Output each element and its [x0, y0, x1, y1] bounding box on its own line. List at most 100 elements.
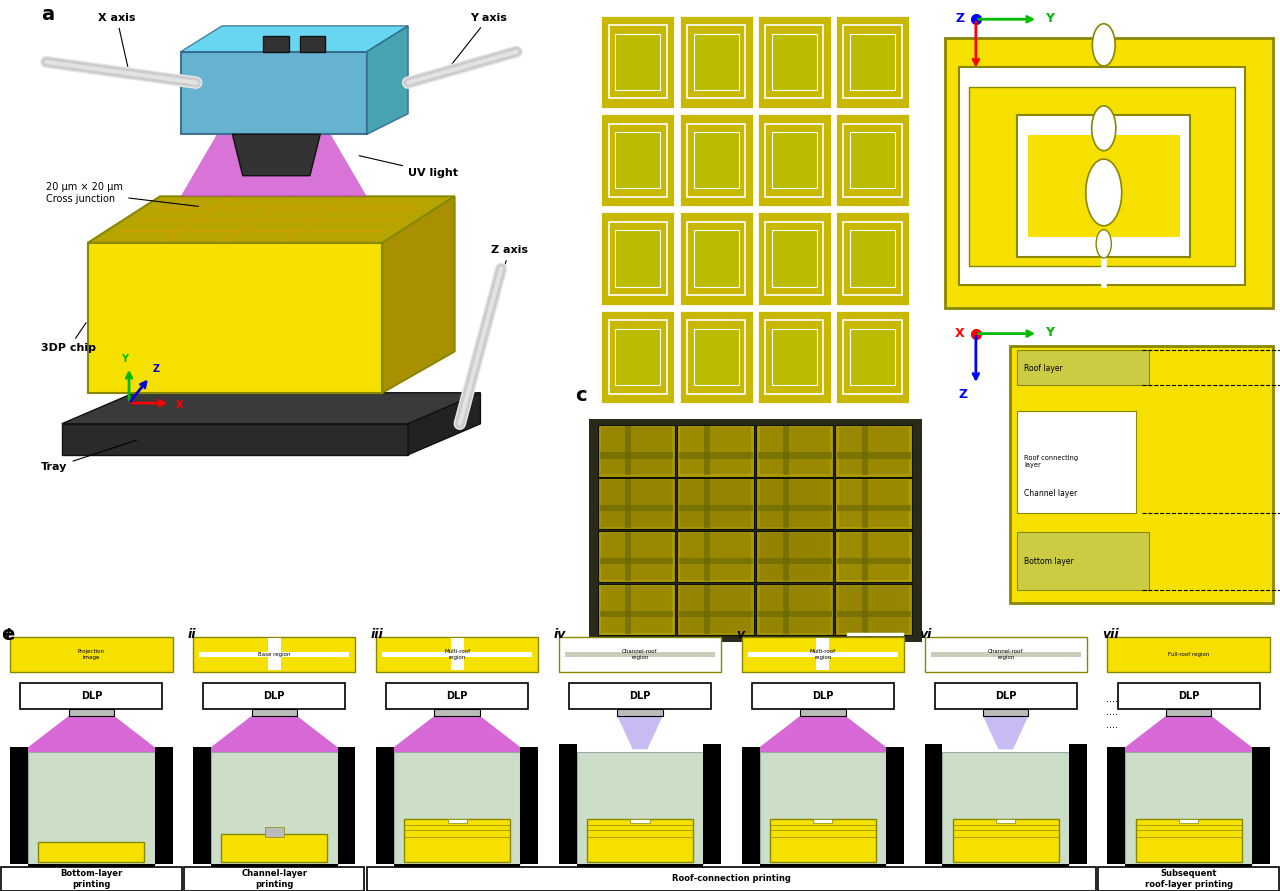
- Bar: [759, 752, 886, 864]
- Bar: [765, 124, 823, 197]
- Bar: [758, 505, 832, 511]
- Bar: [383, 652, 532, 657]
- Text: DLP: DLP: [995, 691, 1016, 701]
- Bar: [772, 132, 817, 188]
- Bar: [687, 222, 745, 295]
- Bar: [376, 637, 539, 672]
- Bar: [835, 310, 910, 405]
- Bar: [837, 453, 910, 459]
- Bar: [20, 683, 163, 709]
- Bar: [694, 34, 739, 90]
- Bar: [252, 709, 297, 716]
- Bar: [1107, 747, 1125, 864]
- Bar: [600, 505, 673, 511]
- Bar: [678, 14, 754, 109]
- Text: Y: Y: [122, 354, 128, 364]
- Bar: [850, 132, 895, 188]
- Bar: [616, 329, 660, 385]
- Bar: [600, 611, 673, 617]
- Text: Projection
image: Projection image: [78, 649, 105, 660]
- Text: Subsequent
roof-layer printing: Subsequent roof-layer printing: [1144, 870, 1233, 888]
- Bar: [577, 864, 703, 878]
- Bar: [687, 124, 745, 197]
- Bar: [1018, 533, 1148, 590]
- Bar: [616, 230, 660, 287]
- Bar: [756, 211, 832, 306]
- Text: e: e: [1, 625, 14, 644]
- Polygon shape: [1085, 159, 1121, 225]
- Bar: [758, 611, 832, 617]
- Bar: [616, 34, 660, 90]
- Bar: [835, 113, 910, 208]
- Bar: [769, 820, 876, 862]
- Bar: [988, 878, 1024, 891]
- Bar: [1010, 347, 1274, 603]
- Bar: [756, 14, 832, 109]
- Bar: [765, 222, 823, 295]
- Bar: [772, 230, 817, 287]
- Bar: [1, 867, 182, 891]
- Bar: [588, 820, 692, 862]
- Text: X: X: [955, 327, 965, 339]
- Text: X: X: [959, 73, 968, 86]
- Bar: [678, 558, 753, 564]
- Polygon shape: [408, 393, 480, 454]
- Text: DLP: DLP: [264, 691, 285, 701]
- Bar: [694, 230, 739, 287]
- Bar: [756, 531, 833, 583]
- Bar: [704, 426, 710, 476]
- Bar: [751, 683, 893, 709]
- Bar: [844, 321, 901, 394]
- Bar: [758, 558, 832, 564]
- Bar: [783, 479, 790, 528]
- Bar: [704, 584, 710, 634]
- Bar: [394, 752, 521, 864]
- Bar: [28, 752, 155, 864]
- Text: Roof connecting
layer: Roof connecting layer: [1024, 455, 1078, 469]
- Bar: [681, 480, 751, 527]
- Polygon shape: [388, 716, 526, 752]
- Text: UV light: UV light: [360, 156, 458, 177]
- Bar: [193, 637, 356, 672]
- Bar: [759, 864, 886, 878]
- Polygon shape: [383, 196, 454, 393]
- Text: ....: ....: [1106, 693, 1117, 704]
- Bar: [759, 586, 829, 633]
- Bar: [756, 113, 832, 208]
- Bar: [817, 638, 829, 670]
- Bar: [609, 222, 667, 295]
- Bar: [678, 611, 753, 617]
- Bar: [837, 611, 910, 617]
- Text: 3DP chip: 3DP chip: [41, 323, 96, 354]
- Bar: [204, 683, 346, 709]
- Bar: [838, 428, 909, 474]
- Bar: [566, 652, 714, 657]
- Bar: [28, 864, 155, 878]
- Bar: [756, 310, 832, 405]
- Bar: [1117, 683, 1260, 709]
- Bar: [863, 532, 868, 581]
- Bar: [1018, 116, 1190, 257]
- Text: DLP: DLP: [81, 691, 102, 701]
- Text: Bottom layer: Bottom layer: [1024, 557, 1074, 566]
- Bar: [387, 683, 529, 709]
- Bar: [783, 584, 790, 634]
- Bar: [863, 479, 868, 528]
- Polygon shape: [233, 135, 320, 176]
- Text: Full-roof region: Full-roof region: [1167, 652, 1210, 657]
- Text: X: X: [175, 400, 183, 410]
- Bar: [38, 842, 145, 862]
- Text: Roof layer: Roof layer: [1024, 364, 1062, 373]
- Bar: [704, 532, 710, 581]
- Bar: [687, 25, 745, 98]
- Bar: [448, 819, 467, 823]
- Text: ii: ii: [188, 627, 196, 641]
- Text: Channel-roof
region: Channel-roof region: [622, 649, 658, 660]
- Text: ....: ....: [1106, 720, 1117, 731]
- Bar: [942, 864, 1069, 878]
- Bar: [836, 478, 913, 529]
- Bar: [678, 505, 753, 511]
- Bar: [598, 531, 675, 583]
- Bar: [609, 124, 667, 197]
- Bar: [759, 533, 829, 580]
